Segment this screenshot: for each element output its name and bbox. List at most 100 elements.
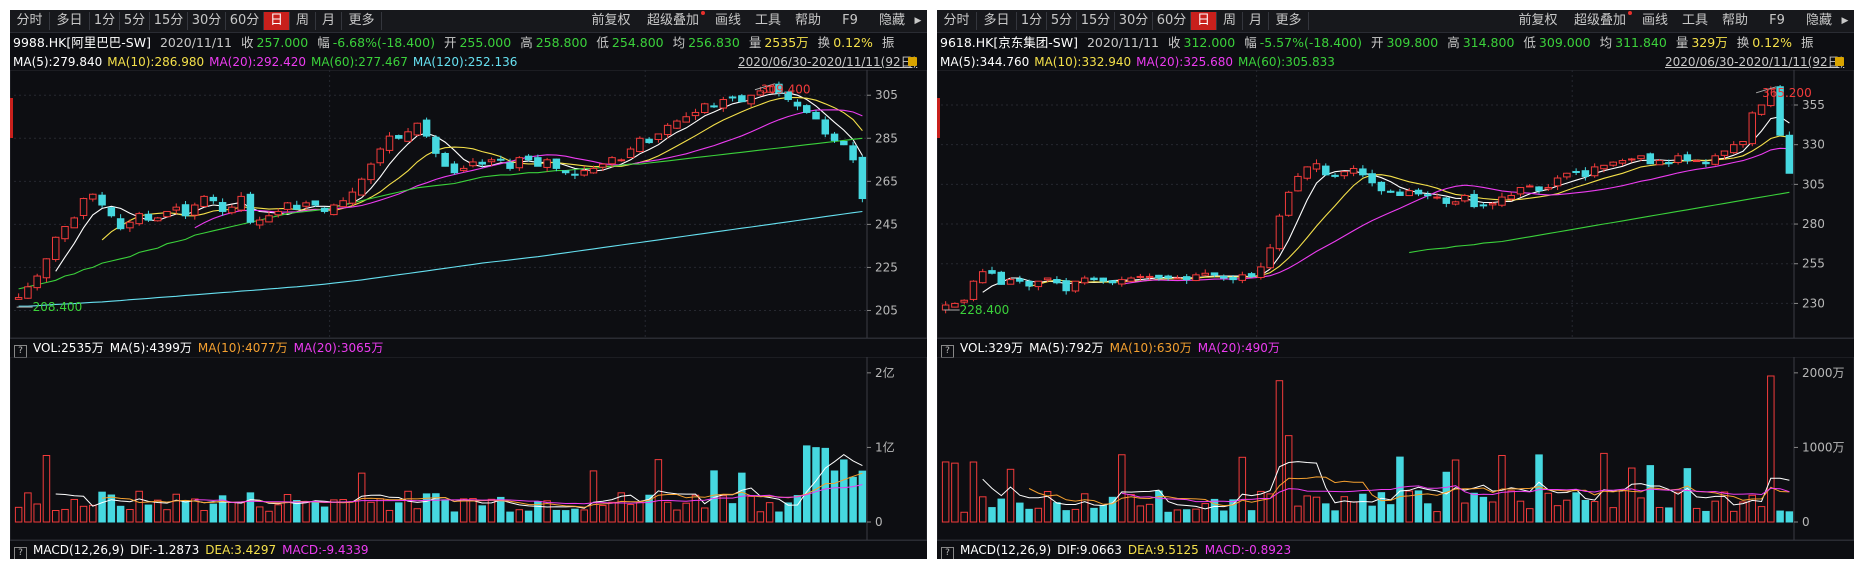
period-button-15min[interactable]: 15分 <box>1077 12 1115 30</box>
period-button-5min[interactable]: 5分 <box>1047 12 1077 30</box>
period-button-30min[interactable]: 30分 <box>188 12 226 30</box>
overlay-button[interactable]: 超级叠加 <box>646 13 699 28</box>
volume-bar <box>571 508 579 523</box>
tools-button[interactable]: 工具 <box>1681 13 1708 28</box>
candle <box>218 198 227 216</box>
volume-bar <box>459 498 468 523</box>
quote-info-bar: 9988.HK[阿里巴巴-SW] 2020/11/11 收 257.000 幅 -6.68… <box>13 34 903 52</box>
low-annotation-label: 208.400 <box>33 300 83 314</box>
candle-body <box>840 140 848 146</box>
candle-body <box>1600 164 1608 170</box>
volume-bar <box>719 495 728 523</box>
candle <box>395 134 403 140</box>
period-button-month[interactable]: 月 <box>1243 12 1269 30</box>
date-range[interactable]: 2020/06/30-2020/11/11(92日) <box>738 55 918 69</box>
candle <box>960 299 968 305</box>
volume-bar <box>293 500 301 523</box>
candle-body <box>311 200 320 206</box>
help-icon[interactable]: ? <box>941 547 954 559</box>
draw-button[interactable]: 画线 <box>1641 13 1668 28</box>
f9-button[interactable]: F9 <box>842 13 858 28</box>
candle-body <box>663 124 672 136</box>
candle-body <box>756 90 765 96</box>
volume-bar <box>700 507 709 523</box>
candle <box>1006 277 1015 285</box>
f9-button[interactable]: F9 <box>1769 13 1785 28</box>
candle <box>1470 190 1478 209</box>
date-range[interactable]: 2020/06/30-2020/11/11(92日) <box>1665 55 1845 69</box>
dea-label: DEA:9.5125 <box>1127 543 1199 557</box>
price-chart: 305 285 265 245 225 205 309.400 208.400 <box>10 70 927 338</box>
period-button-day[interactable]: 日 <box>264 12 290 30</box>
open-value: 255.000 <box>459 35 512 50</box>
caret-right-icon[interactable]: ▶ <box>914 16 922 26</box>
adjust-button[interactable]: 前复权 <box>591 13 631 28</box>
turnover-value: 0.12% <box>833 35 873 50</box>
volume-bar <box>1655 506 1664 523</box>
volume-bar <box>580 509 588 523</box>
lock-icon[interactable] <box>1835 57 1844 66</box>
candle <box>1405 188 1413 197</box>
lock-icon[interactable] <box>908 57 917 66</box>
candle <box>1340 171 1349 180</box>
volume-bar <box>1627 467 1636 523</box>
period-button-1min[interactable]: 1分 <box>90 12 120 30</box>
ma20-line <box>194 109 863 229</box>
candle <box>404 128 412 142</box>
candle <box>450 161 459 175</box>
volume-bar <box>1238 456 1247 523</box>
candle <box>1182 274 1191 284</box>
period-button-30min[interactable]: 30分 <box>1115 12 1153 30</box>
help-button[interactable]: 帮助 <box>1721 13 1748 28</box>
candle <box>311 200 320 208</box>
period-button-week[interactable]: 周 <box>1217 12 1243 30</box>
tools-button[interactable]: 工具 <box>754 13 781 28</box>
volume-bar <box>1080 493 1089 523</box>
change-label: 幅 <box>1244 35 1257 50</box>
overlay-button[interactable]: 超级叠加 <box>1573 13 1626 28</box>
candle <box>497 155 505 162</box>
period-button-week[interactable]: 周 <box>290 12 316 30</box>
period-button-multiday[interactable]: 多日 <box>50 12 90 30</box>
candle <box>61 226 69 243</box>
help-button[interactable]: 帮助 <box>794 13 821 28</box>
volume-bar <box>1025 508 1033 523</box>
volume-bar <box>1136 505 1145 523</box>
period-button-60min[interactable]: 60分 <box>1153 12 1191 30</box>
caret-right-icon[interactable]: ▶ <box>1841 16 1849 26</box>
candle <box>274 208 282 218</box>
volume-bar <box>1359 493 1367 523</box>
volume-bar <box>163 509 171 523</box>
candle-body <box>1210 272 1219 276</box>
hide-button[interactable]: 隐藏 <box>878 13 905 28</box>
hide-button[interactable]: 隐藏 <box>1805 13 1832 28</box>
help-icon[interactable]: ? <box>14 547 27 559</box>
price-chart: 355 330 305 280 255 230 365.200 228.400 <box>937 70 1854 338</box>
candle-body <box>246 193 255 223</box>
volume-bar <box>200 509 208 523</box>
close-label: 收 <box>1168 35 1181 50</box>
period-button-1min[interactable]: 1分 <box>1017 12 1047 30</box>
period-button-5min[interactable]: 5分 <box>120 12 150 30</box>
period-button-more[interactable]: 更多 <box>342 12 382 30</box>
period-button-15min[interactable]: 15分 <box>150 12 188 30</box>
candle <box>1572 168 1580 176</box>
candle <box>691 108 700 121</box>
candle-body <box>1331 174 1339 177</box>
period-button-multiday[interactable]: 多日 <box>977 12 1017 30</box>
draw-button[interactable]: 画线 <box>714 13 741 28</box>
volume-bar <box>1720 491 1729 523</box>
volume-bar <box>1377 492 1386 523</box>
period-button-more[interactable]: 更多 <box>1269 12 1309 30</box>
volume-bar <box>747 495 755 523</box>
period-button-timeshare[interactable]: 分时 <box>10 12 50 30</box>
adjust-button[interactable]: 前复权 <box>1518 13 1558 28</box>
period-button-timeshare[interactable]: 分时 <box>937 12 977 30</box>
period-button-month[interactable]: 月 <box>316 12 342 30</box>
candle-body <box>951 302 959 308</box>
period-button-day[interactable]: 日 <box>1191 12 1217 30</box>
volume-bar <box>1247 510 1256 523</box>
period-button-60min[interactable]: 60分 <box>226 12 264 30</box>
candle <box>515 156 524 171</box>
candle <box>524 154 533 162</box>
